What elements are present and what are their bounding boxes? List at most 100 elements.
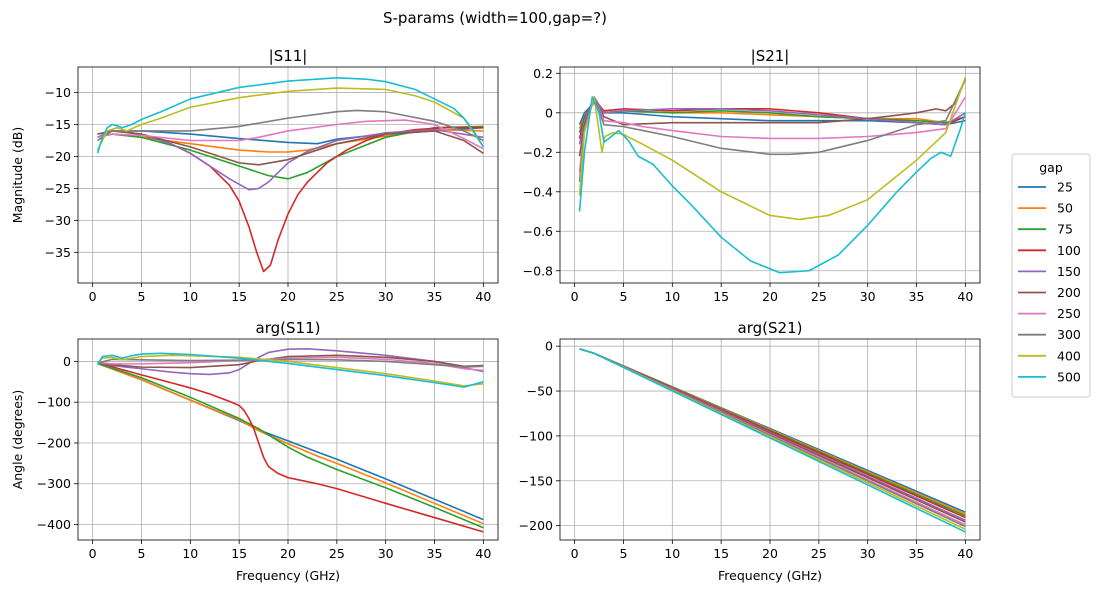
y-tick-label: −100 (37, 395, 71, 410)
y-tick-label: 0 (545, 339, 553, 354)
series-line-gap-200 (578, 78, 967, 157)
panel-title: arg(S11) (256, 319, 321, 337)
panel-title: arg(S21) (738, 319, 803, 337)
x-tick-label: 40 (475, 289, 491, 304)
x-tick-label: 35 (427, 546, 443, 561)
legend-label-gap-200: 200 (1057, 285, 1081, 300)
panel-s11_arg: 0 5 10 15 20 25 30 35 40 −400 −300 −200 −100 0 arg(S11… (10, 319, 499, 583)
y-tick-label: −25 (45, 181, 71, 196)
x-tick-label: 10 (664, 546, 680, 561)
x-tick-label: 5 (620, 289, 628, 304)
y-tick-label: −30 (45, 213, 71, 228)
y-tick-label: −300 (37, 476, 71, 491)
x-tick-label: 10 (182, 289, 198, 304)
x-tick-label: 30 (378, 289, 394, 304)
x-tick-label: 15 (231, 289, 247, 304)
x-tick-label: 25 (811, 546, 827, 561)
x-axis-label: Frequency (GHz) (718, 568, 822, 583)
panel-s21_mag: 0 5 10 15 20 25 30 35 40 −0.8 −0.6 −0.4 −0.2 0 0.2 |S21… (523, 47, 981, 304)
x-tick-label: 40 (957, 289, 973, 304)
series-line-gap-300 (578, 78, 967, 182)
y-tick-label: −15 (45, 117, 71, 132)
series-line-gap-75 (97, 125, 484, 180)
series-line-gap-200 (97, 130, 484, 166)
x-tick-label: 25 (811, 289, 827, 304)
x-tick-label: 30 (860, 546, 876, 561)
panel-s21_arg: 0 5 10 15 20 25 30 35 40 −200 −150 −100 −50 0 arg(S21)… (519, 319, 981, 583)
x-tick-label: 30 (860, 289, 876, 304)
panel-title: |S11| (269, 47, 308, 65)
y-tick-label: −0.8 (523, 263, 553, 278)
x-tick-label: 5 (138, 289, 146, 304)
y-tick-label: −100 (519, 428, 553, 443)
legend-box (1011, 153, 1091, 398)
y-tick-label: −10 (45, 85, 71, 100)
y-tick-label: −0.6 (523, 224, 553, 239)
x-tick-label: 15 (231, 546, 247, 561)
y-tick-label: −400 (37, 517, 71, 532)
x-tick-label: 10 (182, 546, 198, 561)
x-tick-label: 35 (427, 289, 443, 304)
x-tick-label: 25 (329, 546, 345, 561)
x-axis-label: Frequency (GHz) (236, 568, 340, 583)
y-tick-label: 0.2 (533, 66, 553, 81)
y-axis-label: Magnitude (dB) (10, 127, 25, 223)
series-line-gap-25 (97, 362, 484, 521)
x-tick-label: 20 (280, 289, 296, 304)
legend-label-gap-150: 150 (1057, 264, 1081, 279)
series-line-gap-75 (97, 362, 484, 529)
legend-label-gap-500: 500 (1057, 369, 1081, 384)
series-line-gap-400 (578, 77, 967, 221)
y-tick-label: −0.2 (523, 145, 553, 160)
x-tick-label: 30 (378, 546, 394, 561)
series-line-gap-100 (97, 361, 484, 533)
legend-label-gap-100: 100 (1057, 243, 1081, 258)
x-tick-label: 35 (909, 546, 925, 561)
series-line-gap-500 (579, 348, 966, 533)
y-tick-label: −200 (37, 435, 71, 450)
y-tick-label: 0 (545, 105, 553, 120)
y-axis-label: Angle (degrees) (10, 390, 25, 490)
panel-title: |S21| (751, 47, 790, 65)
x-tick-label: 10 (664, 289, 680, 304)
y-tick-label: 0 (63, 354, 71, 369)
y-tick-label: −20 (45, 149, 71, 164)
panel-s11_mag: 0 5 10 15 20 25 30 35 40 −35 −30 −25 −20 −15 −10 |S11| M… (10, 47, 499, 304)
y-tick-label: −200 (519, 518, 553, 533)
x-tick-label: 0 (571, 546, 579, 561)
series-line-gap-300 (97, 109, 484, 142)
x-tick-label: 40 (957, 546, 973, 561)
x-tick-label: 20 (762, 546, 778, 561)
legend-label-gap-25: 25 (1057, 180, 1073, 195)
y-tick-label: −0.4 (523, 184, 553, 199)
legend-label-gap-300: 300 (1057, 327, 1081, 342)
x-tick-label: 5 (138, 546, 146, 561)
series-line-gap-50 (97, 362, 484, 525)
x-tick-label: 15 (713, 289, 729, 304)
series-line-gap-400 (96, 87, 485, 151)
x-tick-label: 35 (909, 289, 925, 304)
x-tick-label: 20 (280, 546, 296, 561)
x-tick-label: 15 (713, 546, 729, 561)
legend-title: gap (1039, 160, 1063, 175)
legend-label-gap-250: 250 (1057, 306, 1081, 321)
series-line-gap-150 (97, 128, 484, 191)
x-tick-label: 0 (571, 289, 579, 304)
y-tick-label: −50 (527, 384, 553, 399)
figure-suptitle: S-params (width=100,gap=?) (383, 9, 607, 27)
legend-label-gap-400: 400 (1057, 348, 1081, 363)
legend-label-gap-50: 50 (1057, 201, 1073, 216)
series-line-gap-300 (97, 358, 484, 368)
x-tick-label: 0 (89, 289, 97, 304)
legend-label-gap-75: 75 (1057, 222, 1073, 237)
series-line-gap-500 (578, 96, 967, 274)
series-line-gap-100 (97, 126, 484, 273)
legend: gap 25 50 75 100 150 200 250 300 400 500 (1011, 153, 1091, 398)
x-tick-label: 20 (762, 289, 778, 304)
series-line-gap-500 (96, 77, 485, 154)
x-tick-label: 0 (89, 546, 97, 561)
series-line-gap-250 (97, 119, 484, 150)
series-line-gap-500 (96, 352, 484, 388)
x-tick-label: 40 (475, 546, 491, 561)
